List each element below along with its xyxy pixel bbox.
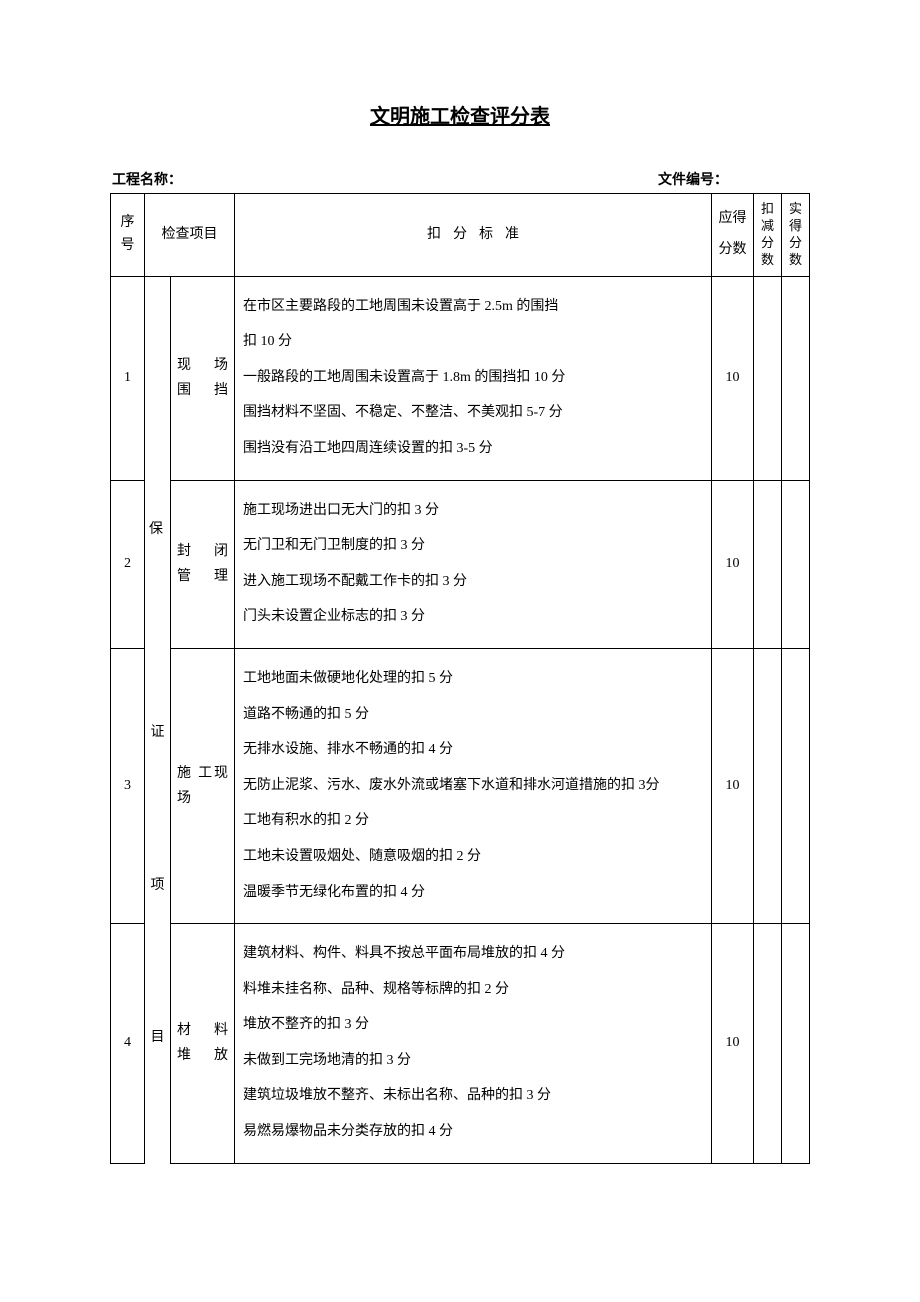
criteria-line: 在市区主要路段的工地周围未设置高于 2.5m 的围挡 [243,294,703,321]
deduct-cell [754,924,782,1164]
deduct-cell [754,648,782,923]
table-header-row: 序号 检查项目 扣分标准 应得分数 扣减分数 实得分数 [111,194,810,277]
category-char: 项 [149,875,166,897]
criteria-line: 建筑垃圾堆放不整齐、未标出名称、品种的扣 3 分 [243,1083,703,1110]
criteria-line: 料堆未挂名称、品种、规格等标牌的扣 2 分 [243,977,703,1004]
category-char: 目 [149,1027,166,1049]
seq-cell: 4 [111,924,145,1164]
table-row: 4 材 料堆 放 建筑材料、构件、料具不按总平面布局堆放的扣 4 分 料堆未挂名… [111,924,810,1164]
criteria-line: 扣 10 分 [243,329,703,356]
score-cell: 10 [712,480,754,648]
seq-cell: 1 [111,276,145,480]
deduct-cell [754,480,782,648]
criteria-line: 未做到工完场地清的扣 3 分 [243,1048,703,1075]
criteria-line: 施工现场进出口无大门的扣 3 分 [243,498,703,525]
header-seq: 序号 [111,194,145,277]
criteria-line: 无防止泥浆、污水、废水外流或堵塞下水道和排水河道措施的扣 3分 [243,773,703,800]
document-title: 文明施工检查评分表 [110,100,810,129]
seq-cell: 2 [111,480,145,648]
seq-cell: 3 [111,648,145,923]
criteria-line: 无排水设施、排水不畅通的扣 4 分 [243,737,703,764]
item-cell: 封 闭管 理 [171,480,235,648]
project-name-label: 工程名称： [112,169,658,189]
criteria-cell: 建筑材料、构件、料具不按总平面布局堆放的扣 4 分 料堆未挂名称、品种、规格等标… [235,924,712,1164]
criteria-line: 围挡没有沿工地四周连续设置的扣 3-5 分 [243,436,703,463]
criteria-line: 堆放不整齐的扣 3 分 [243,1012,703,1039]
criteria-cell: 在市区主要路段的工地周围未设置高于 2.5m 的围挡 扣 10 分 一般路段的工… [235,276,712,480]
scoring-table: 序号 检查项目 扣分标准 应得分数 扣减分数 实得分数 1 保 现 场围 挡 在… [110,193,810,1164]
meta-row: 工程名称： 文件编号： [110,169,810,189]
table-row: 2 封 闭管 理 施工现场进出口无大门的扣 3 分 无门卫和无门卫制度的扣 3 … [111,480,810,648]
criteria-line: 道路不畅通的扣 5 分 [243,702,703,729]
header-deduct: 扣减分数 [754,194,782,277]
table-row: 3 证 项 目 施 工现场 工地地面未做硬地化处理的扣 5 分 道路不畅通的扣 … [111,648,810,923]
actual-cell [782,480,810,648]
criteria-line: 工地有积水的扣 2 分 [243,808,703,835]
actual-cell [782,276,810,480]
score-cell: 10 [712,648,754,923]
category-cell-part2: 证 项 目 [145,648,171,1163]
actual-cell [782,648,810,923]
header-criteria: 扣分标准 [235,194,712,277]
table-row: 1 保 现 场围 挡 在市区主要路段的工地周围未设置高于 2.5m 的围挡 扣 … [111,276,810,480]
criteria-line: 建筑材料、构件、料具不按总平面布局堆放的扣 4 分 [243,941,703,968]
criteria-line: 工地地面未做硬地化处理的扣 5 分 [243,666,703,693]
criteria-line: 工地未设置吸烟处、随意吸烟的扣 2 分 [243,844,703,871]
category-cell-part1: 保 [145,276,171,648]
criteria-line: 门头未设置企业标志的扣 3 分 [243,604,703,631]
criteria-line: 无门卫和无门卫制度的扣 3 分 [243,533,703,560]
criteria-line: 围挡材料不坚固、不稳定、不整洁、不美观扣 5-7 分 [243,400,703,427]
header-score: 应得分数 [712,194,754,277]
criteria-cell: 工地地面未做硬地化处理的扣 5 分 道路不畅通的扣 5 分 无排水设施、排水不畅… [235,648,712,923]
item-cell: 现 场围 挡 [171,276,235,480]
criteria-line: 进入施工现场不配戴工作卡的扣 3 分 [243,569,703,596]
criteria-line: 一般路段的工地周围未设置高于 1.8m 的围挡扣 10 分 [243,365,703,392]
header-actual: 实得分数 [782,194,810,277]
header-category: 检查项目 [145,194,235,277]
document-number-label: 文件编号： [658,169,808,189]
criteria-line: 温暖季节无绿化布置的扣 4 分 [243,880,703,907]
criteria-cell: 施工现场进出口无大门的扣 3 分 无门卫和无门卫制度的扣 3 分 进入施工现场不… [235,480,712,648]
score-cell: 10 [712,924,754,1164]
deduct-cell [754,276,782,480]
score-cell: 10 [712,276,754,480]
criteria-line: 易燃易爆物品未分类存放的扣 4 分 [243,1119,703,1146]
category-char: 证 [149,722,166,744]
item-cell: 材 料堆 放 [171,924,235,1164]
item-cell: 施 工现场 [171,648,235,923]
actual-cell [782,924,810,1164]
